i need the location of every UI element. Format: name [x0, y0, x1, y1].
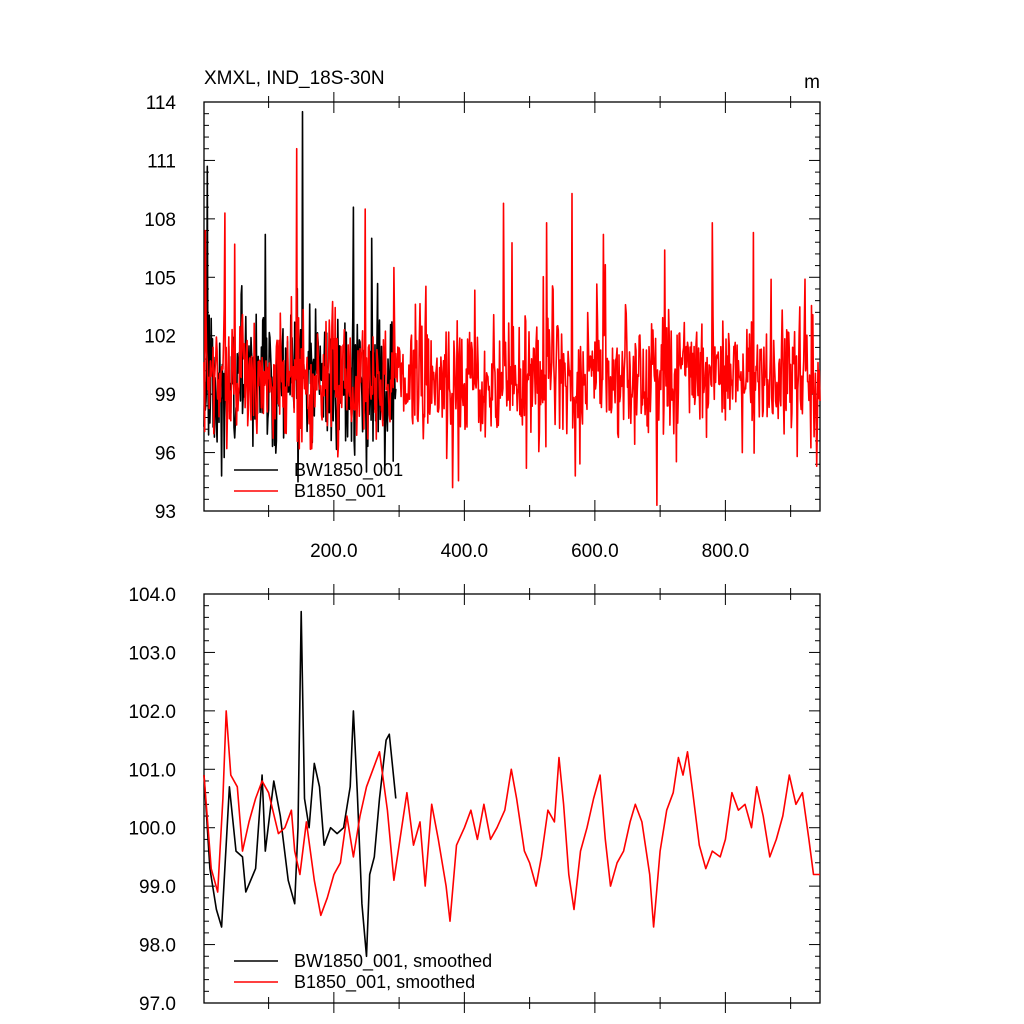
y-tick-label: 108: [144, 210, 176, 231]
bottom-axis-ticks: 97.0 98.0 99.0 100.0 101.0 102.0 103.0 104.0: [128, 584, 820, 1015]
top-axis-ticks: 93 96 99 102 105 108 111 114 200.0 400.0 600.0 800.…: [144, 92, 820, 562]
top-series-group: [203, 110, 821, 506]
x-tick-label: 200.0: [310, 541, 358, 562]
x-tick-label: 600.0: [571, 541, 619, 562]
series-line-b1850-001: [203, 147, 821, 506]
y-tick-label: 100.0: [128, 819, 176, 840]
y-tick-label: 99.0: [139, 877, 176, 898]
legend-label-b1850: B1850_001: [294, 481, 386, 502]
series-line-b1850-001-smoothed: [203, 710, 820, 928]
top-legend: BW1850_001 B1850_001: [234, 460, 403, 502]
y-tick-label: 104.0: [128, 585, 176, 606]
y-tick-label: 97.0: [139, 994, 176, 1015]
y-tick-label: 98.0: [139, 936, 176, 957]
legend-label-bw1850: BW1850_001: [294, 460, 403, 481]
y-tick-label: 96: [155, 444, 176, 465]
y-tick-label: 101.0: [128, 760, 176, 781]
y-tick-label: 103.0: [128, 643, 176, 664]
y-tick-label: 99: [155, 385, 176, 406]
bottom-legend: BW1850_001, smoothed B1850_001, smoothed: [234, 951, 492, 993]
series-line-bw1850-001-smoothed: [203, 610, 397, 958]
y-tick-label: 114: [146, 93, 177, 114]
bottom-panel: 97.0 98.0 99.0 100.0 101.0 102.0 103.0 104.0 BW…: [128, 584, 821, 1015]
y-tick-label: 105: [144, 268, 176, 289]
legend-label-bw1850-smoothed: BW1850_001, smoothed: [294, 951, 492, 972]
y-tick-label: 102: [144, 327, 176, 348]
y-tick-label: 93: [155, 502, 176, 523]
top-panel-units: m: [804, 72, 820, 93]
bottom-plot-frame: [203, 593, 821, 1004]
top-panel-title: XMXL, IND_18S-30N: [204, 68, 385, 89]
x-tick-label: 800.0: [702, 541, 750, 562]
top-panel: XMXL, IND_18S-30N m 93 96 99 102 105 108 111 11…: [144, 68, 821, 562]
top-plot-frame: [203, 101, 821, 512]
legend-label-b1850-smoothed: B1850_001, smoothed: [294, 972, 475, 993]
y-tick-label: 111: [147, 151, 176, 172]
y-tick-label: 102.0: [128, 702, 176, 723]
x-tick-label: 400.0: [441, 541, 489, 562]
bottom-series-group: [203, 610, 820, 958]
